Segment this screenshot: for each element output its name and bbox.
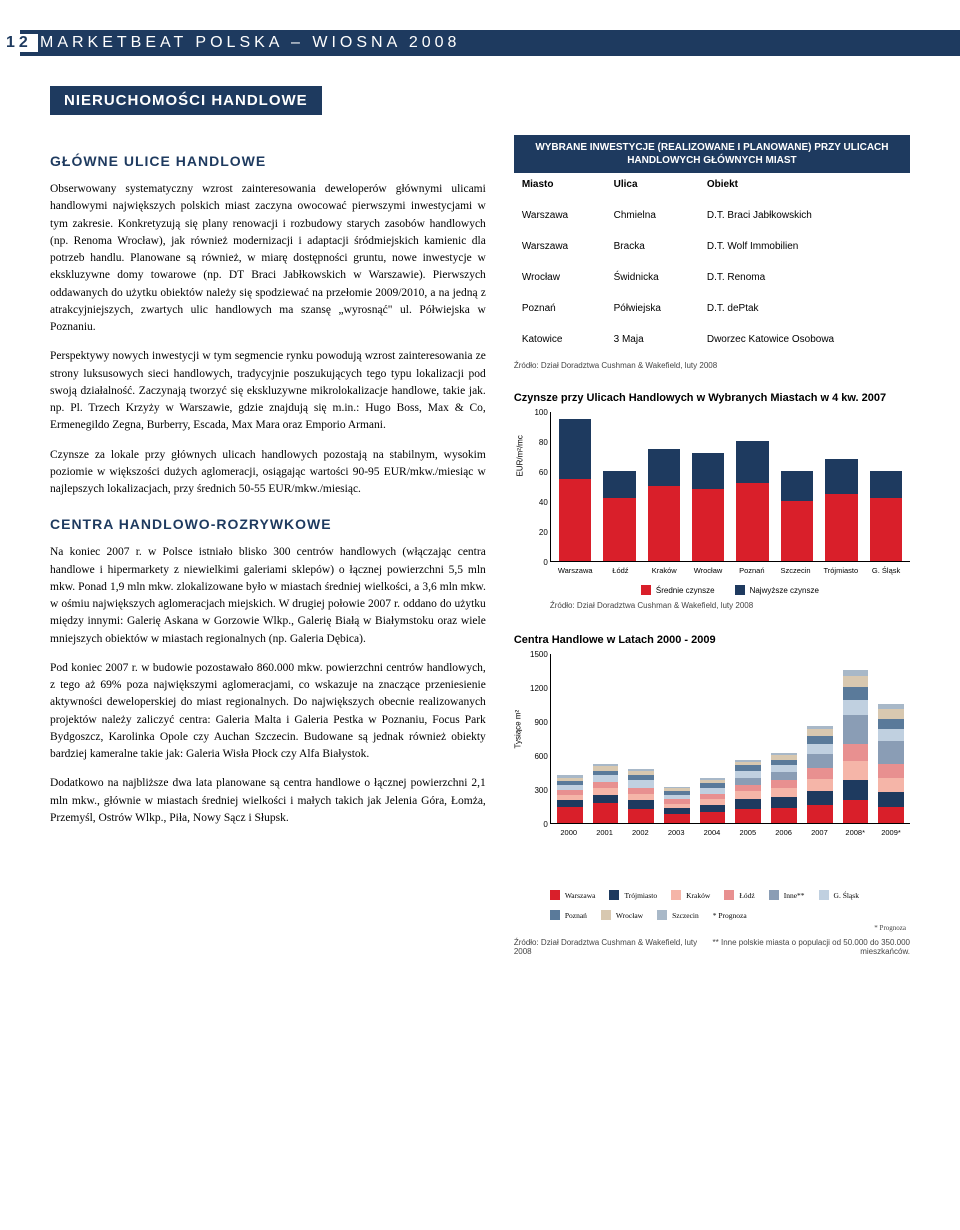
chart-rents: EUR/m²/mc 020406080100 WarszawaŁódźKrakó… <box>514 412 910 612</box>
chart1-bar <box>559 419 591 562</box>
paragraph-6: Dodatkowo na najbliższe dwa lata planowa… <box>50 775 486 827</box>
table-row: Katowice3 MajaDworzec Katowice Osobowa <box>514 324 910 355</box>
chart1-bar <box>870 471 902 561</box>
page-number: 12 <box>0 34 38 52</box>
chart2-bar <box>593 764 619 823</box>
chart1-bar <box>781 471 813 561</box>
chart2-bar <box>628 769 654 823</box>
chart2-bar <box>664 787 690 823</box>
table-row: WarszawaBrackaD.T. Wolf Immobilien <box>514 231 910 262</box>
chart1-ylabel: EUR/m²/mc <box>515 435 524 476</box>
table-col: Obiekt <box>699 173 910 200</box>
chart1-bar <box>825 459 857 561</box>
paragraph-2: Perspektywy nowych inwestycji w tym segm… <box>50 348 486 434</box>
chart2-bar <box>771 753 797 823</box>
chart2-bar <box>878 704 904 823</box>
table-source: Źródło: Dział Doradztwa Cushman & Wakefi… <box>514 361 910 370</box>
chart2-footnote1: * Prognoza <box>514 924 910 932</box>
investments-table: MiastoUlicaObiekt WarszawaChmielnaD.T. B… <box>514 173 910 355</box>
paragraph-1: Obserwowany systematyczny wzrost zainter… <box>50 181 486 336</box>
chart1-source: Źródło: Dział Doradztwa Cushman & Wakefi… <box>550 601 910 610</box>
subsec-centra: CENTRA HANDLOWO-ROZRYWKOWE <box>50 516 486 532</box>
chart1-title: Czynsze przy Ulicach Handlowych w Wybran… <box>514 392 910 404</box>
chart2-legend: WarszawaTrójmiastoKrakówŁódźInne**G. Ślą… <box>514 890 910 920</box>
table-row: WrocławŚwidnickaD.T. Renoma <box>514 262 910 293</box>
chart2-bar <box>700 778 726 823</box>
section-title: NIERUCHOMOŚCI HANDLOWE <box>50 86 322 115</box>
chart2-bar <box>557 775 583 823</box>
legend-najwyzsze: Najwyższe czynsze <box>750 586 819 595</box>
header-text: MARKETBEAT POLSKA – WIOSNA 2008 <box>40 34 460 51</box>
chart1-bar <box>648 449 680 562</box>
table-row: PoznańPółwiejskaD.T. dePtak <box>514 293 910 324</box>
chart2-source: Źródło: Dział Doradztwa Cushman & Wakefi… <box>514 938 710 956</box>
chart2-bar <box>843 670 869 823</box>
chart1-legend: Średnie czynsze Najwyższe czynsze <box>550 585 910 595</box>
chart2-bar <box>807 726 833 823</box>
subsec-ulice: GŁÓWNE ULICE HANDLOWE <box>50 153 486 169</box>
chart2-ylabel: Tysiące m² <box>513 710 522 749</box>
chart-centres: Tysiące m² 030060090012001500 2000200120… <box>514 654 910 884</box>
header-bar: 12 MARKETBEAT POLSKA – WIOSNA 2008 <box>20 30 960 56</box>
inv-table-header: WYBRANE INWESTYCJE (REALIZOWANE I PLANOW… <box>514 135 910 173</box>
table-row: WarszawaChmielnaD.T. Braci Jabłkowskich <box>514 200 910 231</box>
chart1-bar <box>603 471 635 561</box>
chart2-title: Centra Handlowe w Latach 2000 - 2009 <box>514 634 910 646</box>
chart2-footnote2: ** Inne polskie miasta o populacji od 50… <box>710 938 910 956</box>
legend-srednie: Średnie czynsze <box>656 586 715 595</box>
chart1-bar <box>736 441 768 561</box>
paragraph-4: Na koniec 2007 r. w Polsce istniało blis… <box>50 544 486 648</box>
paragraph-5: Pod koniec 2007 r. w budowie pozostawało… <box>50 660 486 764</box>
chart1-bar <box>692 453 724 561</box>
table-col: Ulica <box>606 173 699 200</box>
paragraph-3: Czynsze za lokale przy głównych ulicach … <box>50 447 486 499</box>
table-col: Miasto <box>514 173 606 200</box>
chart2-bar <box>735 760 761 823</box>
